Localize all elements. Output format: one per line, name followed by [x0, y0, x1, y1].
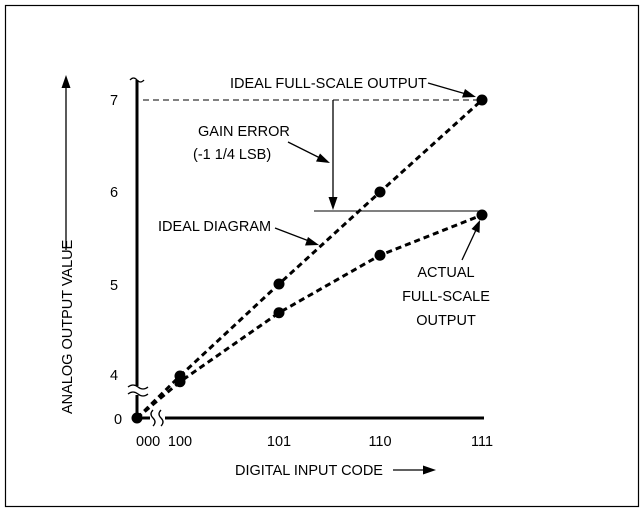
actual-data-point [174, 376, 186, 388]
ideal-data-point [273, 278, 285, 290]
y-axis-label: ANALOG OUTPUT VALUE [60, 239, 76, 414]
ideal-diagram-label: IDEAL DIAGRAM [158, 219, 271, 235]
x-axis-title: DIGITAL INPUT CODE [235, 463, 436, 479]
origin-data-point [131, 412, 143, 424]
x-axis-label: DIGITAL INPUT CODE [235, 463, 383, 479]
x-tick-label: 110 [368, 434, 391, 450]
y-tick-label: 7 [110, 93, 118, 109]
actual-data-point [374, 249, 386, 261]
actual-full-scale-leader [461, 229, 477, 261]
actual-full-scale-arrowhead [471, 220, 480, 233]
y-axis [127, 77, 149, 418]
actual-data-point [476, 209, 488, 221]
x-axis-break-mark [150, 409, 156, 427]
gain-error-leader [287, 141, 321, 159]
y-axis-top-break [129, 77, 145, 83]
gain-error-label: GAIN ERROR [198, 124, 290, 140]
x-tick-label: 100 [168, 434, 192, 450]
ideal-diagram-arrowhead [305, 237, 319, 246]
ideal-data-point [476, 94, 488, 106]
x-tick-label: 101 [267, 434, 291, 450]
x-axis-label-arrowhead [423, 465, 436, 475]
actual-label-line3: OUTPUT [416, 313, 476, 329]
series-layer [131, 94, 488, 424]
y-axis-break-mark [127, 391, 149, 397]
y-tick-label: 6 [110, 185, 118, 201]
gain-error-leader-arrowhead [316, 153, 330, 163]
ideal-full-scale-arrowhead [462, 89, 476, 98]
x-tick-label: 111 [471, 434, 493, 450]
gain-error-span-arrowhead [328, 197, 338, 210]
y-tick-label: 5 [110, 278, 118, 294]
ideal-diagram-leader [274, 227, 310, 242]
y-tick-labels: 0 4 5 6 7 [110, 93, 122, 428]
ideal-series-line [135, 98, 484, 420]
annotation-ideal-diagram: IDEAL DIAGRAM [158, 219, 319, 246]
figure-frame [4, 4, 640, 508]
x-axis [137, 409, 484, 427]
ideal-full-scale-leader [427, 82, 467, 95]
actual-label-line1: ACTUAL [417, 265, 474, 281]
actual-label-line2: FULL-SCALE [402, 289, 490, 305]
x-tick-labels: 000 100 101 110 111 [136, 434, 493, 450]
gain-error-value: (-1 1/4 LSB) [193, 147, 271, 163]
annotation-ideal-full-scale: IDEAL FULL-SCALE OUTPUT [230, 76, 476, 98]
y-tick-label: 4 [110, 368, 118, 384]
ideal-data-point [374, 186, 386, 198]
y-axis-break-mark [127, 384, 149, 390]
annotation-gain-error: GAIN ERROR (-1 1/4 LSB) [193, 100, 338, 210]
y-axis-title: ANALOG OUTPUT VALUE [60, 75, 76, 414]
y-axis-label-arrowhead [61, 75, 71, 88]
y-tick-label: 0 [114, 412, 122, 428]
actual-data-point [273, 307, 285, 319]
x-axis-break-mark [158, 409, 164, 427]
x-tick-label: 000 [136, 434, 160, 450]
annotation-actual-full-scale: ACTUAL FULL-SCALE OUTPUT [402, 220, 490, 329]
ideal-full-scale-label: IDEAL FULL-SCALE OUTPUT [230, 76, 427, 92]
